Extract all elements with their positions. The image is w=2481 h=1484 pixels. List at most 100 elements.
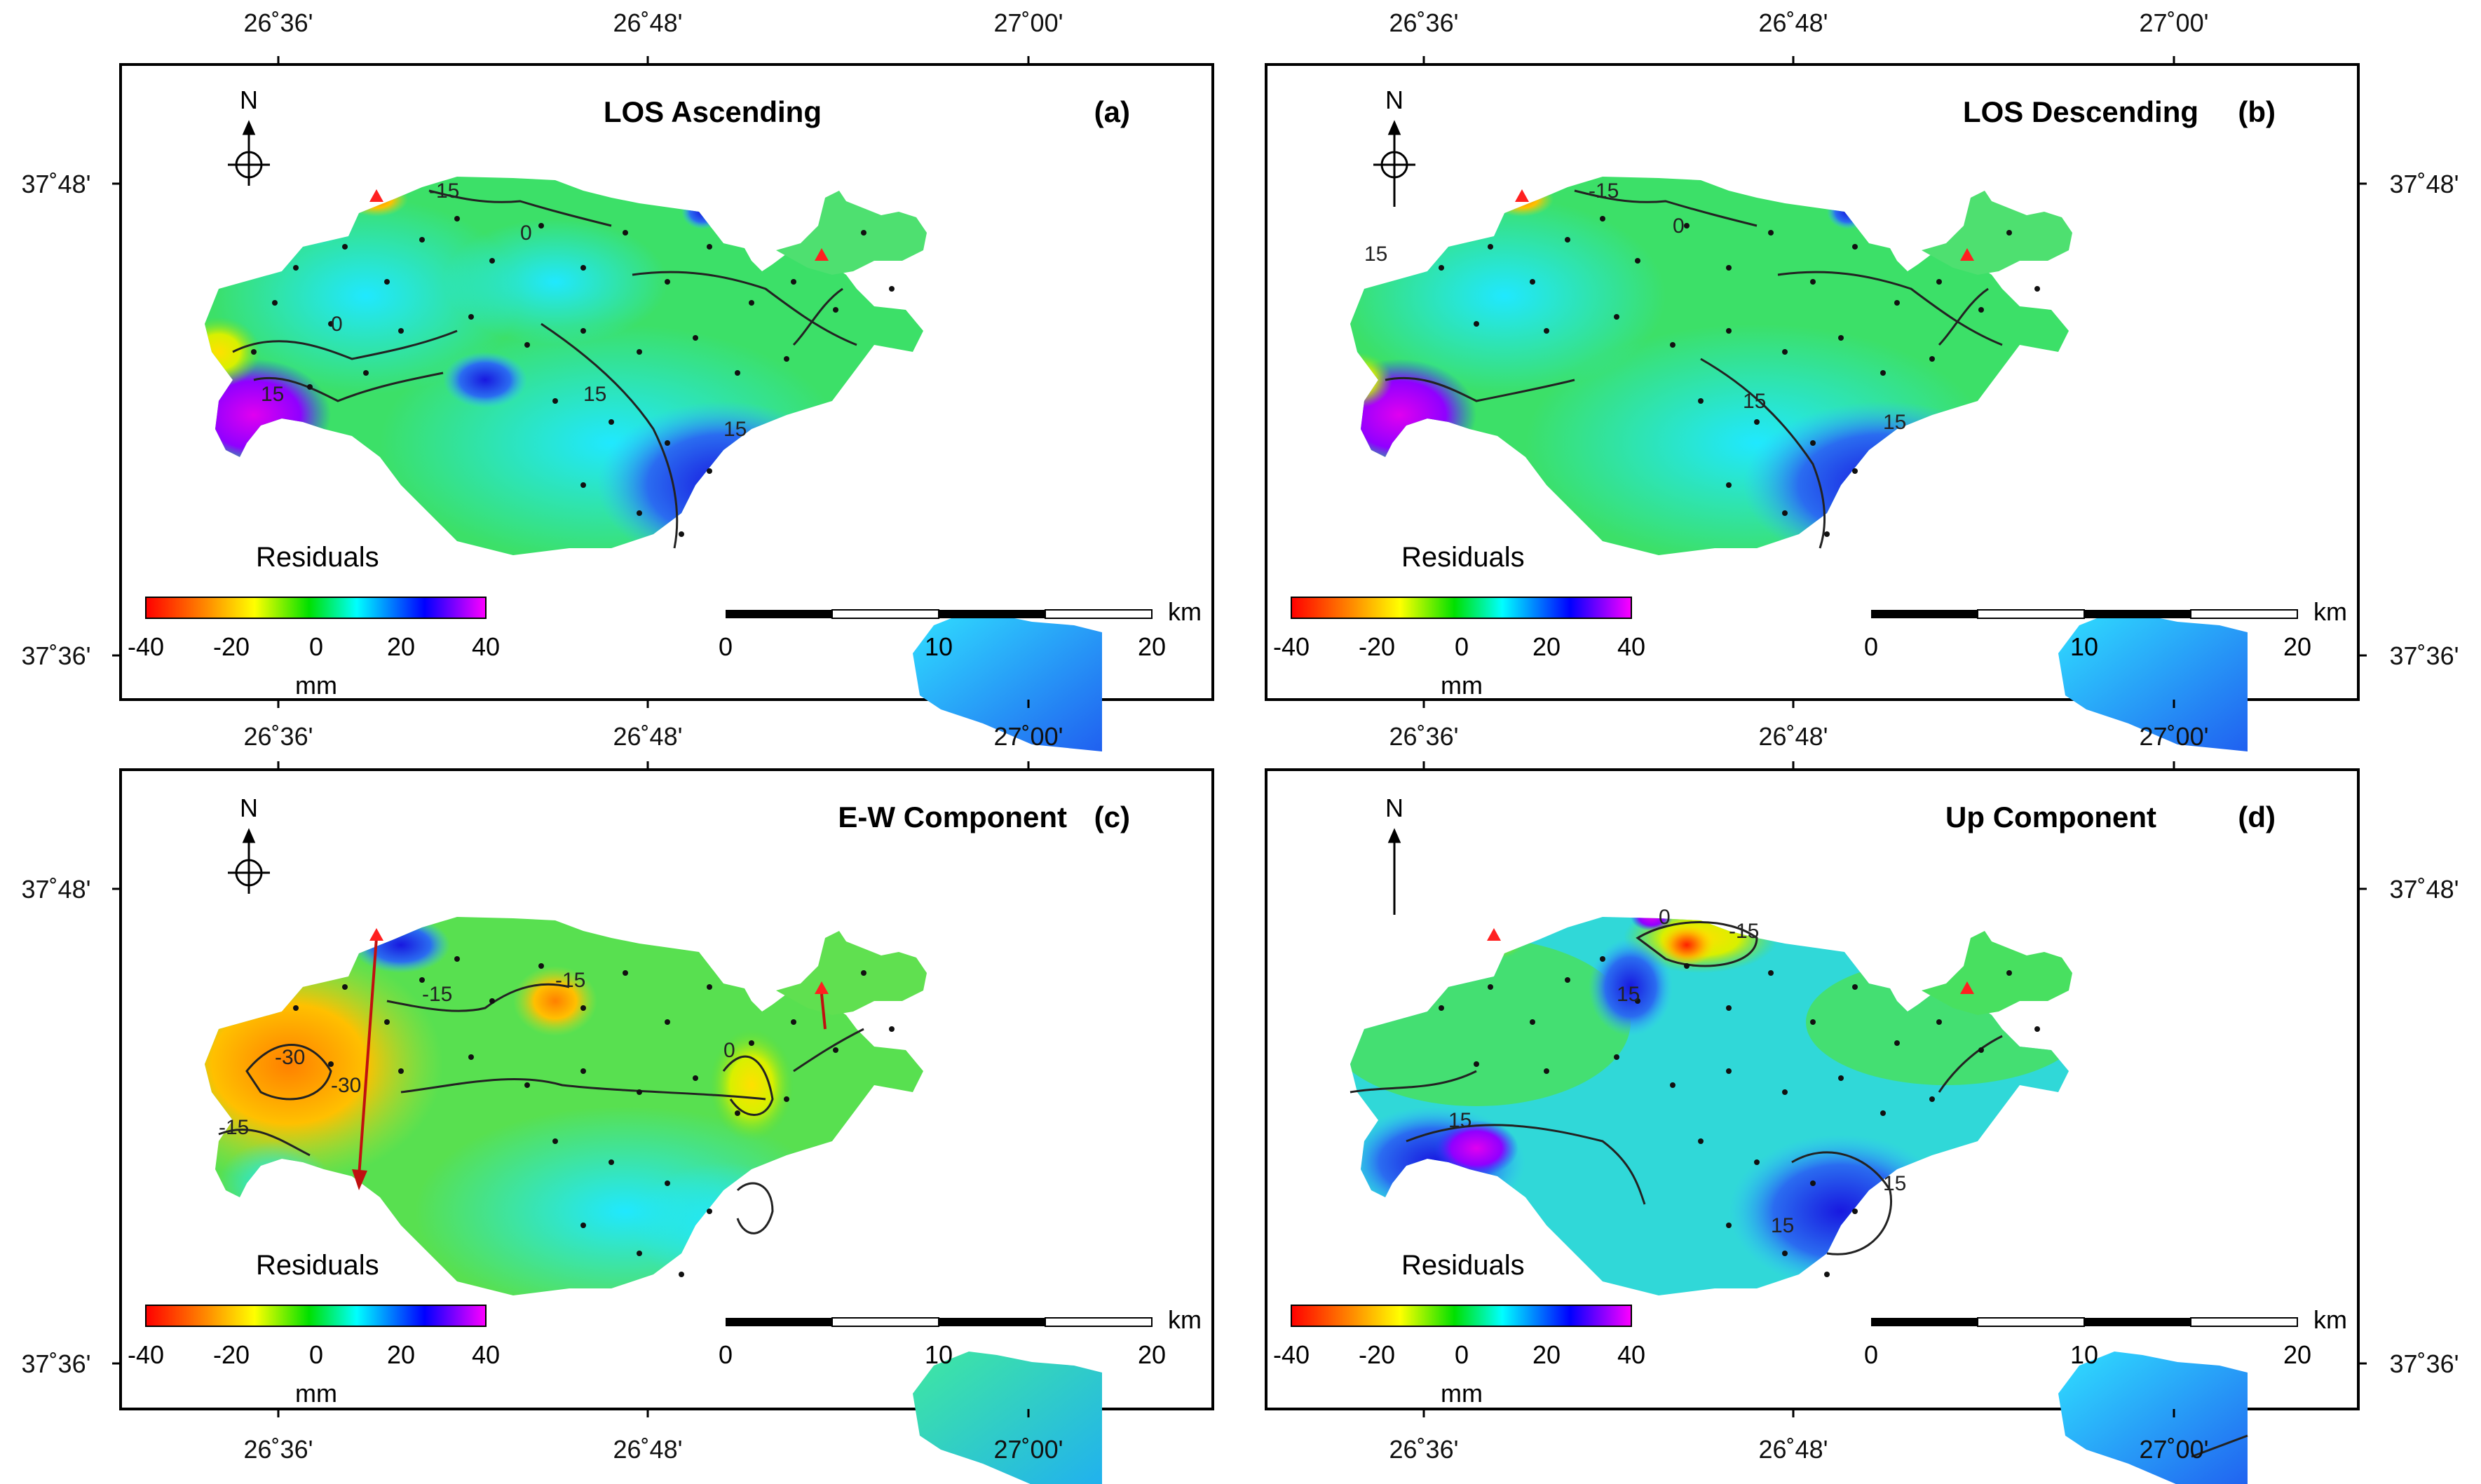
panel-title: Up Component xyxy=(1945,801,2156,833)
scalebar xyxy=(1871,609,2298,619)
panel-tag: (c) xyxy=(1094,801,1130,833)
scalebar-tick: 10 xyxy=(925,1340,953,1369)
svg-text:27˚00': 27˚00' xyxy=(2140,1435,2209,1464)
panel-b: -15 0 15 15 15 LOS Descending (b) xyxy=(1265,63,2360,751)
svg-text:37˚48': 37˚48' xyxy=(2390,170,2459,198)
svg-text:26˚48': 26˚48' xyxy=(1759,722,1828,751)
legend-title: Residuals xyxy=(1401,1250,1525,1281)
svg-text:37˚36': 37˚36' xyxy=(2390,641,2459,670)
scalebar xyxy=(1871,1317,2298,1327)
scalebar-tick: 20 xyxy=(1138,632,1166,661)
colorbar xyxy=(1291,597,1632,619)
svg-text:26˚48': 26˚48' xyxy=(1759,1435,1828,1464)
colorbar-tick: 40 xyxy=(1617,632,1645,661)
colorbar-tick: -40 xyxy=(128,632,164,661)
colorbar xyxy=(145,597,487,619)
scalebar-tick: 0 xyxy=(1864,632,1878,661)
colorbar-tick: 40 xyxy=(472,632,500,661)
colorbar-tick: 20 xyxy=(1532,1340,1561,1369)
legend-title: Residuals xyxy=(1401,542,1525,573)
colorbar-tick: -20 xyxy=(1359,632,1395,661)
coordinate-labels: 26˚36' 26˚48' 27˚00' 26˚36' 26˚48' 27˚00… xyxy=(22,8,2459,1464)
colorbar-tick: 0 xyxy=(1455,1340,1469,1369)
scalebar-tick: 20 xyxy=(2283,1340,2311,1369)
reference-triangle xyxy=(1515,189,1529,202)
colorbar-tick: 0 xyxy=(309,632,323,661)
contour-label: 15 xyxy=(1448,1109,1471,1132)
svg-text:37˚48': 37˚48' xyxy=(22,875,91,904)
colorbar-unit: mm xyxy=(295,1379,337,1408)
colorbar-tick: 40 xyxy=(472,1340,500,1369)
reference-triangle xyxy=(1487,928,1501,941)
contour-label: 15 xyxy=(261,383,284,406)
colorbar-unit: mm xyxy=(1441,1379,1483,1408)
scalebar-tick: 0 xyxy=(719,1340,733,1369)
scalebar-unit: km xyxy=(2313,1305,2347,1334)
legend-title: Residuals xyxy=(256,542,379,573)
contour-label: 15 xyxy=(1617,983,1640,1006)
scalebar-tick: 20 xyxy=(1138,1340,1166,1369)
scalebar-unit: km xyxy=(1168,1305,1202,1334)
colorbar-tick: 20 xyxy=(387,632,415,661)
north-label: N xyxy=(240,794,258,822)
reference-triangle xyxy=(369,189,383,202)
svg-text:37˚36': 37˚36' xyxy=(2390,1349,2459,1378)
displacement-arrow xyxy=(352,937,827,1190)
panel-title: LOS Descending xyxy=(1963,95,2198,128)
scalebar-tick: 0 xyxy=(719,632,733,661)
panel-tag: (b) xyxy=(2238,95,2276,128)
frame-ticks xyxy=(112,56,2367,1417)
contour-label: -30 xyxy=(331,1074,361,1097)
scalebar-unit: km xyxy=(1168,597,1202,626)
svg-text:26˚36': 26˚36' xyxy=(244,8,313,37)
north-label: N xyxy=(1385,794,1403,822)
scalebar xyxy=(726,609,1153,619)
svg-text:27˚00': 27˚00' xyxy=(2140,722,2209,751)
scalebar xyxy=(726,1317,1153,1327)
station-points xyxy=(1439,956,2040,1277)
contour-label: -15 xyxy=(429,179,459,203)
north-arrow xyxy=(228,120,1415,915)
colorbar-tick: -20 xyxy=(213,632,250,661)
colorbar-unit: mm xyxy=(295,671,337,700)
panel-title: E-W Component xyxy=(838,801,1067,833)
colorbar-tick: -20 xyxy=(213,1340,250,1369)
panel-d: -15 0 15 15 15 15 Up Component (d) xyxy=(1265,768,2360,1484)
legend-title: Residuals xyxy=(256,1250,379,1281)
scalebar-tick: 10 xyxy=(925,632,953,661)
svg-text:26˚36': 26˚36' xyxy=(1389,1435,1459,1464)
contour-label: 15 xyxy=(1743,390,1766,413)
panel-a: -15 0 15 0 15 15 LOS Ascending (a) xyxy=(119,63,1214,751)
svg-text:37˚36': 37˚36' xyxy=(22,641,91,670)
station-points xyxy=(1439,216,2040,537)
contour-label: 15 xyxy=(723,418,747,441)
panel-tag: (d) xyxy=(2238,801,2276,833)
contour-label: 0 xyxy=(723,1039,735,1062)
contour-label: 0 xyxy=(331,313,343,336)
svg-text:26˚48': 26˚48' xyxy=(613,8,683,37)
colorbar-tick: 0 xyxy=(1455,632,1469,661)
colorbar-tick: 20 xyxy=(1532,632,1561,661)
colorbar-unit: mm xyxy=(1441,671,1483,700)
scalebar-tick: 10 xyxy=(2070,632,2098,661)
colorbar xyxy=(145,1305,487,1327)
svg-text:26˚36': 26˚36' xyxy=(1389,722,1459,751)
panel-c: -30 -30 -15 -15 -15 0 E-W Component (c) xyxy=(119,768,1214,1484)
contour-label: 15 xyxy=(1364,243,1387,266)
reference-triangle xyxy=(369,928,383,941)
svg-text:27˚00': 27˚00' xyxy=(2140,8,2209,37)
contour-label: -15 xyxy=(1729,920,1759,943)
contour-label: -15 xyxy=(219,1116,249,1139)
svg-text:37˚36': 37˚36' xyxy=(22,1349,91,1378)
station-points xyxy=(251,216,895,537)
legend-group: Residuals -40 -20 0 20 40 mm 0 10 20 km … xyxy=(128,542,2347,1408)
contour-label: 15 xyxy=(1883,411,1906,434)
contour-label: -30 xyxy=(275,1046,305,1069)
station-points xyxy=(293,956,895,1277)
contour-label: 15 xyxy=(1883,1172,1906,1195)
svg-text:26˚36': 26˚36' xyxy=(244,722,313,751)
svg-text:26˚48': 26˚48' xyxy=(613,1435,683,1464)
colorbar xyxy=(1291,1305,1632,1327)
contour-label: -15 xyxy=(422,983,452,1006)
